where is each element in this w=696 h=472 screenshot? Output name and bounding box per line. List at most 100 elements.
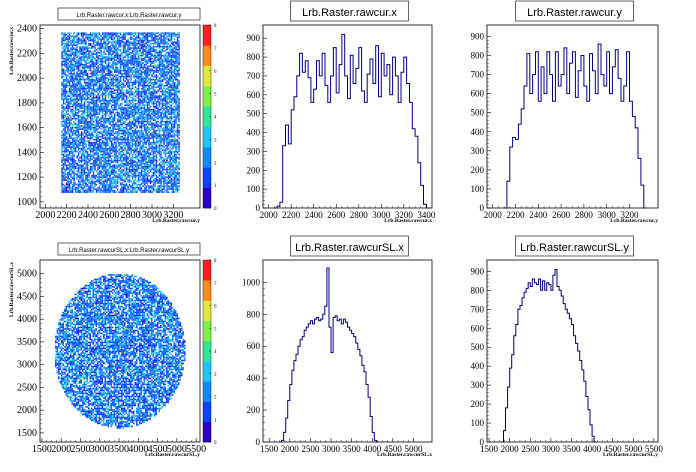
heatmap-cell [118,129,120,132]
heatmap-cell [170,131,173,133]
heatmap-cell [80,131,83,133]
heatmap-cell [149,147,152,150]
heatmap-cell [94,89,96,91]
heatmap-cell [137,110,140,112]
heatmap-cell [173,111,176,114]
heatmap-cell [100,144,102,147]
heatmap-cell [74,123,77,126]
heatmap-cell [62,138,65,141]
heatmap-cell [143,105,146,108]
heatmap-cell [116,35,119,37]
heatmap-cell [94,84,96,87]
heatmap-cell [67,65,69,67]
heatmap-cell [140,81,143,84]
heatmap-cell [131,137,134,139]
heatmap-cell [101,141,104,144]
heatmap-cell [175,42,177,45]
heatmap-cell [134,62,137,64]
heatmap-cell [119,32,122,34]
heatmap-cell [161,141,164,144]
heatmap-cell [151,95,153,97]
heatmap-cell [76,111,78,114]
heatmap-cell [77,63,80,66]
heatmap-cell [133,92,135,94]
heatmap-cell [107,32,110,34]
heatmap-cell [100,117,102,120]
heatmap-cell [71,66,74,69]
heatmap-cell [151,57,153,60]
heatmap-cell [155,150,158,153]
heatmap-cell [68,60,71,63]
heatmap-cell [124,42,126,45]
heatmap-cell [139,42,141,45]
heatmap-cell [119,41,122,43]
heatmap-cell [178,140,180,142]
heatmap-cell [121,54,123,57]
heatmap-cell [143,107,146,109]
heatmap-cell [145,141,147,144]
heatmap-cell [86,114,89,117]
heatmap-cell [118,80,120,82]
heatmap-cell [67,93,69,96]
heatmap-cell [158,105,161,108]
heatmap-cell [128,105,131,108]
heatmap-cell [121,138,123,141]
heatmap-cell [167,125,170,127]
heatmap-cell [80,99,83,102]
heatmap-cell [130,99,132,102]
heatmap-cell [178,146,180,148]
heatmap-cell [140,62,143,64]
heatmap-cell [155,56,158,58]
heatmap-cell [169,146,171,148]
heatmap-cell [119,92,122,94]
heatmap-cell [80,113,83,115]
heatmap-cell [113,78,116,81]
heatmap-cell [166,108,168,111]
heatmap-cell [137,113,140,115]
heatmap-cell [166,81,168,84]
heatmap-cell [115,131,117,133]
heatmap-cell [175,78,177,81]
heatmap-cell [140,108,143,111]
heatmap-cell [100,68,102,70]
heatmap-cell [176,132,179,135]
heatmap-cell [118,89,120,91]
heatmap-cell [71,75,74,78]
heatmap-cell [146,35,149,37]
heatmap-cell [158,150,161,153]
heatmap-cell [143,78,146,81]
heatmap-cell [128,81,131,84]
heatmap-cell [83,78,86,81]
heatmap-cell [121,38,123,40]
heatmap-cell [122,81,125,84]
heatmap-cell [133,98,135,100]
heatmap-cell [113,32,116,34]
heatmap-cell [137,96,140,99]
heatmap-cell [131,98,134,100]
heatmap-cell [119,95,122,97]
heatmap-cell [67,132,69,135]
heatmap-cell [149,114,152,117]
heatmap-cell [143,149,146,151]
heatmap-cell [148,59,150,61]
heatmap-cell [172,78,174,81]
heatmap-cell [76,87,78,90]
heatmap-cell [80,56,83,58]
heatmap-cell [115,50,117,52]
heatmap-cell [91,144,93,147]
heatmap-cell [83,69,86,72]
heatmap-cell [115,51,117,54]
heatmap-cell [137,47,140,49]
heatmap-cell [154,95,156,97]
heatmap-cell [115,104,117,106]
heatmap-cell [97,74,99,76]
heatmap-cell [145,56,147,58]
heatmap-cell [74,60,77,63]
heatmap-cell [178,33,180,36]
heatmap-cell [143,146,146,148]
heatmap-cell [173,71,176,73]
heatmap-cell [101,66,104,69]
heatmap-cell [125,44,128,46]
heatmap-cell [76,63,78,66]
heatmap-cell [133,140,135,142]
